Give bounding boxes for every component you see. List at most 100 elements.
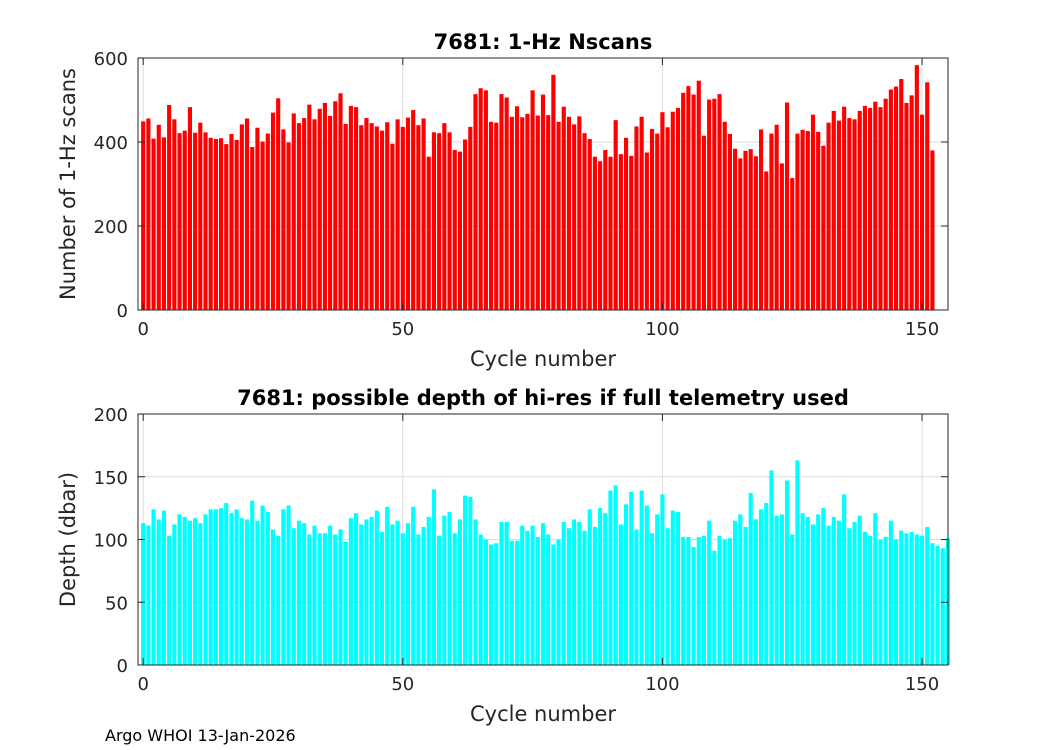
nscans-bar xyxy=(364,118,369,310)
nscans-bar xyxy=(395,119,400,310)
depth-bar xyxy=(364,519,369,665)
nscans-bar xyxy=(151,138,156,310)
depth-bar xyxy=(940,548,945,665)
nscans-bar xyxy=(582,133,587,310)
depth-bar xyxy=(369,516,374,665)
depth-bar xyxy=(530,525,535,665)
nscans-bar xyxy=(270,112,276,310)
depth-bar xyxy=(914,534,919,665)
nscans-bar xyxy=(431,132,437,310)
depth-bar xyxy=(909,531,914,665)
nscans-bar xyxy=(281,129,286,310)
nscans-bar xyxy=(416,125,421,310)
depth-ticks: 0 50 100 150 0 50 100 150 200 xyxy=(94,405,948,695)
depth-bar xyxy=(265,511,270,665)
depth-x-tick-label: 0 xyxy=(137,674,148,695)
nscans-bar xyxy=(852,119,857,310)
nscans-bar xyxy=(369,123,374,310)
depth-bar xyxy=(307,534,312,665)
nscans-bar xyxy=(919,114,925,310)
nscans-bar xyxy=(457,151,462,310)
depth-bar xyxy=(743,526,748,665)
depth-bar xyxy=(546,534,551,665)
nscans-bar xyxy=(187,107,192,310)
depth-bar xyxy=(592,526,597,665)
nscans-x-axis-label: Cycle number xyxy=(470,347,616,371)
depth-bar xyxy=(608,490,613,665)
nscans-bar xyxy=(774,124,779,310)
depth-bar xyxy=(800,513,805,665)
nscans-bar xyxy=(463,139,468,310)
depth-bar xyxy=(618,524,623,665)
depth-bars xyxy=(141,460,951,665)
depth-bar xyxy=(681,536,686,665)
depth-bar xyxy=(670,510,675,665)
depth-bar xyxy=(354,513,359,665)
nscans-y-tick-label: 400 xyxy=(94,133,128,154)
depth-x-tick-label: 150 xyxy=(905,674,939,695)
depth-bar xyxy=(629,491,634,665)
nscans-x-tick-label: 0 xyxy=(137,319,148,340)
depth-bar xyxy=(862,531,867,665)
depth-bar xyxy=(483,539,488,665)
nscans-bar xyxy=(701,135,707,310)
depth-y-axis-label: Depth (dbar) xyxy=(56,472,80,607)
nscans-bar xyxy=(494,122,499,311)
depth-bar xyxy=(328,525,333,665)
depth-bar xyxy=(489,544,494,665)
depth-bar xyxy=(873,513,878,665)
depth-x-axis-label: Cycle number xyxy=(470,702,616,726)
nscans-bar xyxy=(219,138,224,310)
depth-bar xyxy=(525,530,530,665)
depth-bar xyxy=(224,503,229,665)
depth-bar xyxy=(468,496,473,665)
nscans-bar xyxy=(624,137,629,310)
depth-bar xyxy=(234,509,239,665)
depth-bar xyxy=(701,535,707,665)
nscans-bar xyxy=(691,94,696,310)
nscans-bar xyxy=(411,110,416,310)
nscans-bar xyxy=(925,82,930,310)
nscans-axes-frame xyxy=(137,57,949,311)
nscans-bar xyxy=(224,144,229,310)
depth-bar xyxy=(457,519,462,665)
depth-bar xyxy=(816,514,821,665)
depth-bar xyxy=(675,511,681,665)
nscans-bar xyxy=(400,126,405,310)
depth-bar xyxy=(821,508,826,665)
depth-bar xyxy=(649,533,655,665)
depth-bar xyxy=(888,520,893,665)
depth-bar xyxy=(577,521,582,665)
depth-bar xyxy=(244,519,250,665)
nscans-bar xyxy=(286,142,291,310)
nscans-bar xyxy=(826,122,831,311)
depth-bar xyxy=(784,480,790,665)
nscans-bar xyxy=(141,121,146,310)
depth-bar xyxy=(270,529,276,665)
nscans-bar xyxy=(769,133,774,310)
nscans-bar xyxy=(587,139,592,310)
depth-bar xyxy=(634,529,639,665)
nscans-bar xyxy=(748,149,753,310)
nscans-bar xyxy=(296,123,302,310)
depth-bar xyxy=(219,508,224,665)
depth-bar xyxy=(379,531,385,665)
nscans-bar xyxy=(712,98,717,311)
nscans-bar xyxy=(535,115,540,310)
depth-bar xyxy=(504,521,509,665)
nscans-bar xyxy=(873,101,878,311)
nscans-bar xyxy=(447,132,452,310)
nscans-bar xyxy=(473,94,478,311)
nscans-bar xyxy=(655,133,660,310)
depth-bar xyxy=(374,510,379,665)
nscans-bar xyxy=(525,113,530,310)
depth-bar xyxy=(317,533,322,665)
nscans-bar xyxy=(291,113,296,310)
depth-bar xyxy=(795,460,800,665)
depth-bar xyxy=(572,519,577,665)
depth-bar xyxy=(400,533,405,665)
depth-bar xyxy=(167,535,172,665)
nscans-bar xyxy=(514,106,520,310)
nscans-bar xyxy=(842,106,847,310)
nscans-bar xyxy=(592,156,597,310)
